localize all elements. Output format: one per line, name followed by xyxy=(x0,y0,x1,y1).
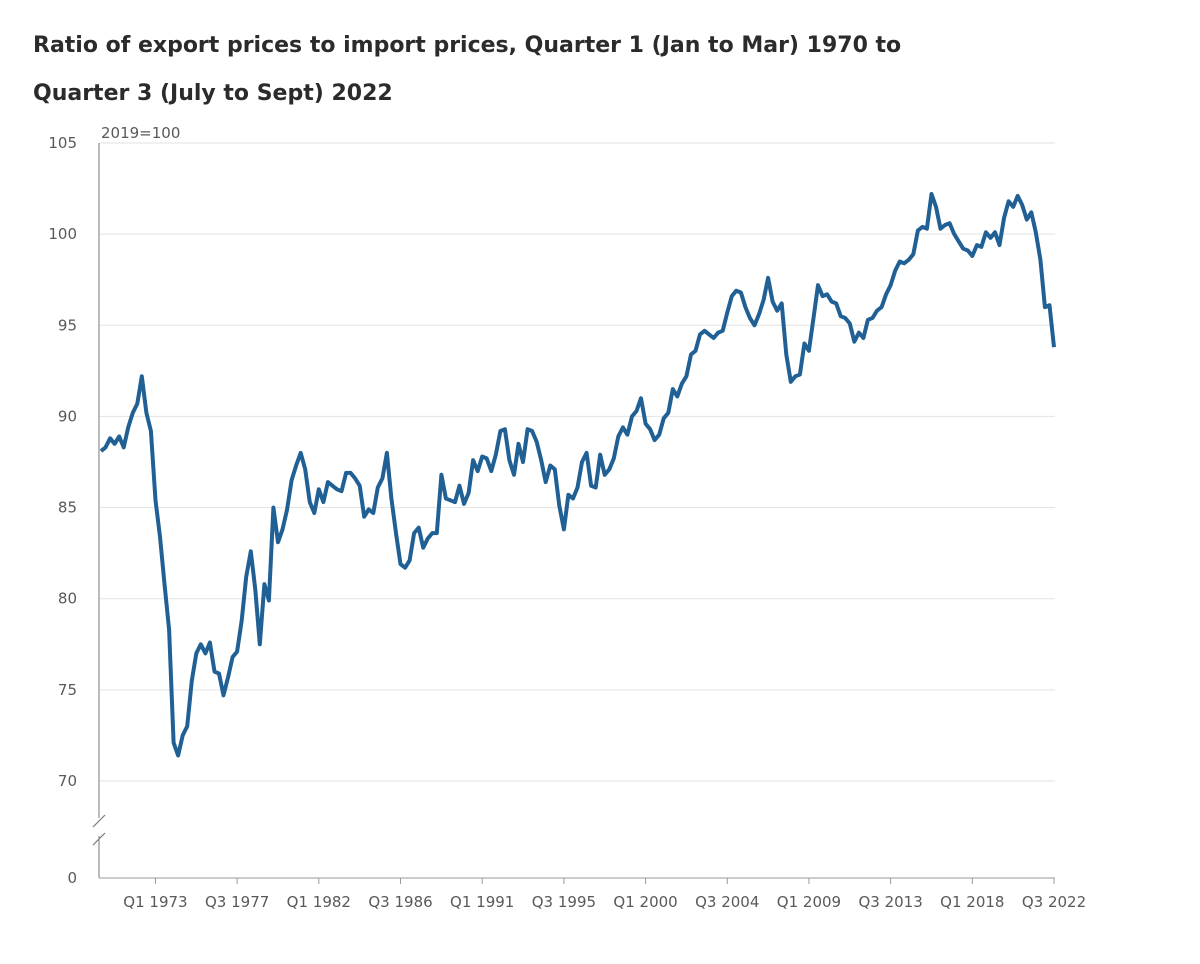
unit-label: 2019=100 xyxy=(101,124,180,142)
chart-title-line-2: Quarter 3 (July to Sept) 2022 xyxy=(33,81,393,106)
x-tick-label-7: Q3 2004 xyxy=(695,893,759,911)
x-tick-label-8: Q1 2009 xyxy=(777,893,841,911)
x-tick-label-6: Q1 2000 xyxy=(613,893,677,911)
y-tick-label-95: 95 xyxy=(58,316,77,334)
axis-break-mark-upper xyxy=(92,814,106,828)
x-tick-label-9: Q3 2013 xyxy=(858,893,922,911)
y-tick-label-105: 105 xyxy=(48,134,77,152)
x-tick-label-0: Q1 1973 xyxy=(123,893,187,911)
series-line xyxy=(99,192,1056,758)
y-tick-label-75: 75 xyxy=(58,681,77,699)
x-tick-label-11: Q3 2022 xyxy=(1022,893,1086,911)
x-tick-label-1: Q3 1977 xyxy=(205,893,269,911)
chart-title: Ratio of export prices to import prices,… xyxy=(33,22,1133,118)
y-tick-label-85: 85 xyxy=(58,499,77,517)
y-tick-label-70: 70 xyxy=(58,772,77,790)
x-tick-label-3: Q3 1986 xyxy=(368,893,432,911)
chart-title-line-1: Ratio of export prices to import prices,… xyxy=(33,33,902,58)
y-tick-label-100: 100 xyxy=(48,225,77,243)
y-tick-label-0: 0 xyxy=(67,869,77,887)
axis-break-mark-lower xyxy=(92,832,106,846)
x-tick-label-10: Q1 2018 xyxy=(940,893,1004,911)
x-tick-label-2: Q1 1982 xyxy=(287,893,351,911)
x-tick-label-5: Q3 1995 xyxy=(532,893,596,911)
y-tick-label-80: 80 xyxy=(58,590,77,608)
x-tick-label-4: Q1 1991 xyxy=(450,893,514,911)
y-tick-label-90: 90 xyxy=(58,407,77,425)
